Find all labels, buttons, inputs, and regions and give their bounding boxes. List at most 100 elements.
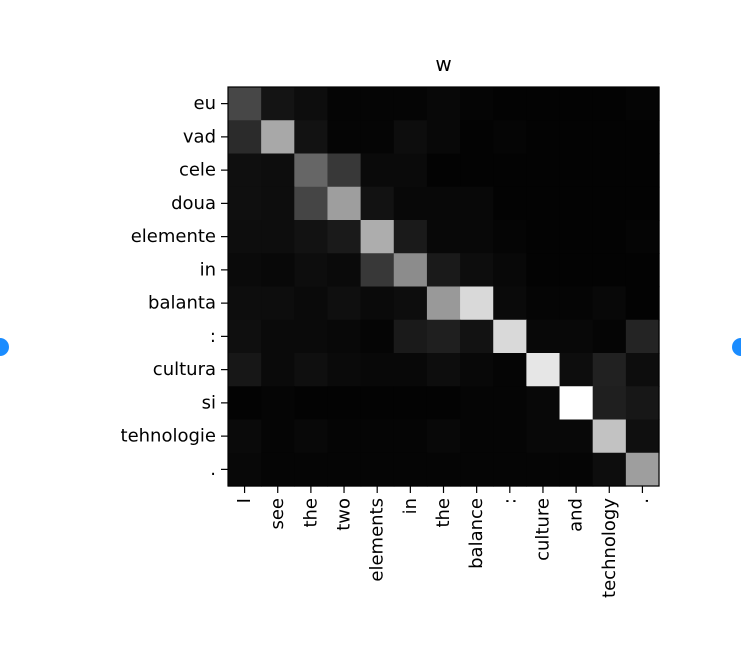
heatmap-cell <box>294 419 329 454</box>
heatmap-cell <box>426 253 461 288</box>
heatmap-cell <box>393 386 428 421</box>
x-tick-label: I <box>234 498 255 503</box>
heatmap-cell <box>493 87 527 121</box>
heatmap-cell <box>460 87 494 121</box>
heatmap-cell <box>294 153 329 188</box>
heatmap-cell <box>393 253 428 288</box>
heatmap-cell <box>493 253 527 288</box>
heatmap-cell <box>426 452 461 487</box>
heatmap-cell <box>360 386 395 421</box>
previous-image-button[interactable] <box>0 338 9 356</box>
heatmap-cell <box>294 319 329 354</box>
heatmap-cell <box>559 419 594 454</box>
y-tick-label: : <box>210 326 216 347</box>
heatmap-cell <box>559 386 594 421</box>
heatmap-cell <box>625 452 660 487</box>
heatmap-cell <box>327 120 362 155</box>
heatmap-cell <box>592 87 627 121</box>
heatmap-cell <box>526 186 561 221</box>
heatmap-cell <box>460 220 494 254</box>
heatmap-cell <box>360 419 395 454</box>
heatmap-cell <box>559 286 594 321</box>
heatmap-cell <box>426 87 461 121</box>
heatmap-cell <box>327 253 362 288</box>
heatmap-cell <box>294 186 329 221</box>
y-tick-label: elemente <box>131 226 216 247</box>
heatmap-cell <box>460 120 494 155</box>
heatmap-cell <box>261 319 295 354</box>
heatmap-cell <box>360 87 395 121</box>
heatmap-cell <box>625 87 660 121</box>
heatmap-cell <box>592 186 627 221</box>
heatmap-cell <box>426 353 461 387</box>
heatmap-cell <box>261 220 295 254</box>
heatmap-cell <box>327 87 362 121</box>
heatmap-cell <box>625 319 660 354</box>
heatmap-cell <box>360 452 395 487</box>
heatmap-cell <box>625 186 660 221</box>
y-tick-label: cele <box>179 160 216 181</box>
heatmap-cell <box>426 120 461 155</box>
heatmap-cell <box>592 386 627 421</box>
y-tick-label: tehnologie <box>121 426 216 447</box>
heatmap-cell <box>526 452 561 487</box>
heatmap-cell <box>261 419 295 454</box>
heatmap-cell <box>261 186 295 221</box>
heatmap-cell <box>559 120 594 155</box>
heatmap-cell <box>493 186 527 221</box>
heatmap-cell <box>261 120 295 155</box>
heatmap-cell <box>625 153 660 188</box>
heatmap-cell <box>526 353 561 387</box>
heatmap-cell <box>460 386 494 421</box>
heatmap-cell <box>360 220 395 254</box>
next-image-button[interactable] <box>732 338 741 356</box>
heatmap-cell <box>592 220 627 254</box>
y-tick-label: eu <box>194 93 216 114</box>
heatmap-cell <box>228 319 262 354</box>
heatmap-cell <box>526 120 561 155</box>
heatmap-cell <box>294 286 329 321</box>
heatmap-cell <box>426 319 461 354</box>
heatmap-cell <box>294 120 329 155</box>
x-tick-label: and <box>566 498 587 532</box>
heatmap-cell <box>360 286 395 321</box>
x-tick-label: . <box>632 498 653 504</box>
heatmap-cell <box>559 253 594 288</box>
heatmap-cell <box>426 186 461 221</box>
heatmap-cell <box>327 452 362 487</box>
heatmap-cells <box>228 87 660 487</box>
heatmap-cell <box>625 120 660 155</box>
heatmap-cell <box>526 386 561 421</box>
heatmap-cell <box>261 253 295 288</box>
heatmap-cell <box>592 253 627 288</box>
heatmap-cell <box>625 253 660 288</box>
heatmap-cell <box>559 186 594 221</box>
heatmap-cell <box>526 153 561 188</box>
heatmap-cell <box>526 286 561 321</box>
heatmap-cell <box>360 153 395 188</box>
heatmap-cell <box>261 286 295 321</box>
y-tick-label: si <box>202 392 216 413</box>
heatmap-cell <box>493 120 527 155</box>
heatmap-cell <box>526 319 561 354</box>
heatmap-cell <box>625 419 660 454</box>
heatmap-cell <box>228 220 262 254</box>
y-axis: eu vad cele doua elemente in balanta: cultura si… <box>121 93 228 480</box>
heatmap-cell <box>559 153 594 188</box>
heatmap-cell <box>592 419 627 454</box>
heatmap-cell <box>625 220 660 254</box>
heatmap-cell <box>625 353 660 387</box>
heatmap-cell <box>294 452 329 487</box>
y-tick-label: balanta <box>148 293 216 314</box>
heatmap-cell <box>460 286 494 321</box>
heatmap-cell <box>393 286 428 321</box>
x-tick-label: elements <box>367 498 388 582</box>
heatmap-cell <box>592 286 627 321</box>
heatmap-cell <box>592 452 627 487</box>
heatmap-cell <box>460 319 494 354</box>
heatmap-cell <box>261 153 295 188</box>
heatmap-cell <box>294 353 329 387</box>
heatmap-cell <box>493 419 527 454</box>
heatmap-cell <box>327 419 362 454</box>
